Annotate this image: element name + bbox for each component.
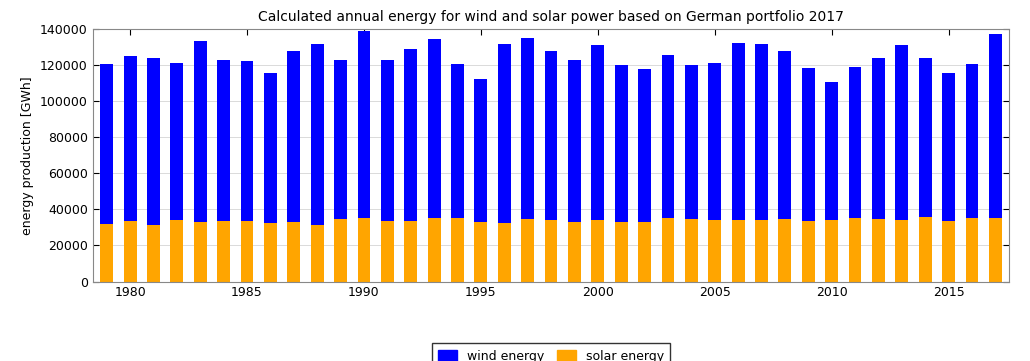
Bar xyxy=(287,222,300,282)
Bar xyxy=(147,58,160,225)
Bar xyxy=(685,219,697,282)
Bar xyxy=(661,217,675,282)
Bar xyxy=(802,68,815,221)
Bar xyxy=(779,219,791,282)
Bar xyxy=(591,45,605,220)
Bar xyxy=(405,221,417,282)
Bar xyxy=(287,51,300,222)
Bar xyxy=(989,34,1002,218)
Bar xyxy=(545,51,557,220)
Bar xyxy=(965,64,978,218)
Bar xyxy=(615,65,627,222)
Bar xyxy=(521,219,535,282)
Bar xyxy=(264,73,277,223)
Y-axis label: energy production [GWh]: energy production [GWh] xyxy=(22,76,34,235)
Bar xyxy=(568,60,581,222)
Bar xyxy=(311,225,323,282)
Bar xyxy=(194,40,207,222)
Bar xyxy=(100,64,113,224)
Bar xyxy=(217,60,230,221)
Bar xyxy=(451,64,464,218)
Bar xyxy=(802,221,815,282)
Bar xyxy=(545,220,557,282)
Legend: wind energy, solar energy: wind energy, solar energy xyxy=(433,343,670,361)
Bar xyxy=(755,44,768,220)
Bar xyxy=(872,219,885,282)
Bar xyxy=(311,44,323,225)
Bar xyxy=(919,217,932,282)
Bar xyxy=(895,45,908,220)
Bar xyxy=(825,82,838,220)
Bar xyxy=(849,67,861,218)
Bar xyxy=(357,31,371,218)
Bar xyxy=(639,222,651,282)
Title: Calculated annual energy for wind and solar power based on German portfolio 2017: Calculated annual energy for wind and so… xyxy=(259,9,844,23)
Bar xyxy=(241,61,253,221)
Bar xyxy=(661,55,675,217)
Bar xyxy=(170,63,183,220)
Bar xyxy=(427,39,441,218)
Bar xyxy=(100,224,113,282)
Bar xyxy=(942,221,955,282)
Bar xyxy=(849,218,861,282)
Bar xyxy=(755,220,768,282)
Bar xyxy=(872,58,885,219)
Bar xyxy=(475,79,487,222)
Bar xyxy=(475,222,487,282)
Bar xyxy=(591,220,605,282)
Bar xyxy=(451,218,464,282)
Bar xyxy=(919,58,932,217)
Bar xyxy=(427,218,441,282)
Bar xyxy=(989,218,1002,282)
Bar xyxy=(357,218,371,282)
Bar xyxy=(731,43,745,220)
Bar xyxy=(709,63,721,220)
Bar xyxy=(942,73,955,221)
Bar xyxy=(217,221,230,282)
Bar xyxy=(381,60,393,221)
Bar xyxy=(731,220,745,282)
Bar xyxy=(147,225,160,282)
Bar xyxy=(170,220,183,282)
Bar xyxy=(497,223,511,282)
Bar xyxy=(779,51,791,219)
Bar xyxy=(405,49,417,221)
Bar xyxy=(965,218,978,282)
Bar xyxy=(895,220,908,282)
Bar xyxy=(709,220,721,282)
Bar xyxy=(685,65,697,219)
Bar xyxy=(194,222,207,282)
Bar xyxy=(334,60,347,219)
Bar xyxy=(124,56,137,221)
Bar xyxy=(381,221,393,282)
Bar xyxy=(124,221,137,282)
Bar xyxy=(241,221,253,282)
Bar xyxy=(615,222,627,282)
Bar xyxy=(497,44,511,223)
Bar xyxy=(825,220,838,282)
Bar xyxy=(639,69,651,222)
Bar xyxy=(521,38,535,219)
Bar xyxy=(568,222,581,282)
Bar xyxy=(264,223,277,282)
Bar xyxy=(334,219,347,282)
